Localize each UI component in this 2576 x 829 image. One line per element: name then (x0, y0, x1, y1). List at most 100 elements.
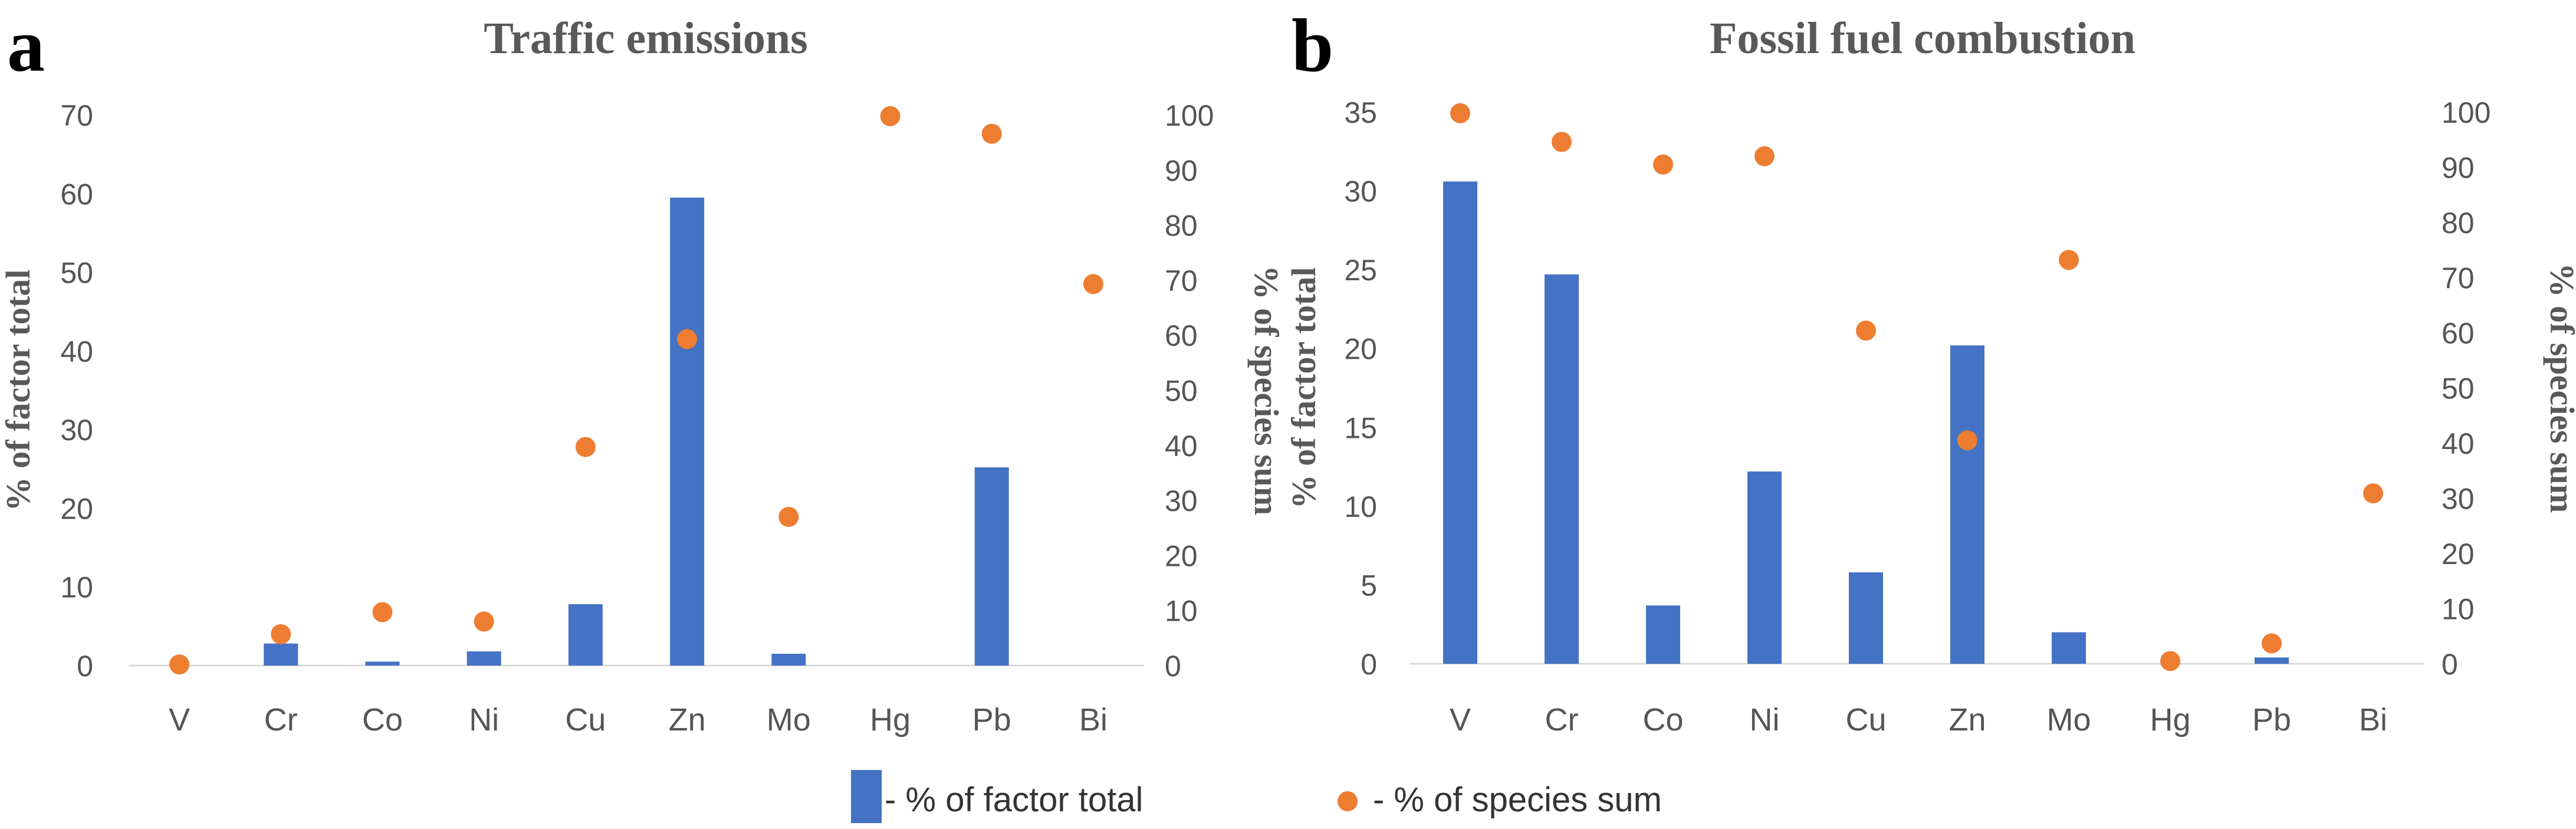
x-tick-label: Cr (264, 702, 298, 738)
y2-tick-label: 70 (1165, 264, 1198, 297)
point-Ni (474, 611, 494, 632)
panel-letter: b (1292, 4, 1333, 87)
y-tick-label: 35 (1344, 96, 1377, 129)
x-tick-label: Zn (1949, 702, 1986, 738)
y2-axis-label: % of species sum (2543, 263, 2576, 513)
y-tick-label: 10 (1344, 490, 1377, 523)
x-tick-label: Hg (870, 702, 911, 738)
x-tick-label: Hg (2150, 702, 2190, 738)
bar-Mo (2052, 632, 2086, 664)
bar-Cu (568, 604, 603, 666)
x-tick-label: Ni (469, 702, 499, 738)
y2-tick-label: 10 (1165, 595, 1198, 628)
y2-tick-label: 20 (1165, 539, 1198, 572)
x-tick-label: Mo (767, 702, 811, 738)
y-tick-label: 25 (1344, 254, 1377, 287)
point-Co (372, 602, 393, 622)
x-tick-label: Bi (2359, 702, 2387, 738)
bar-Pb (974, 467, 1009, 666)
chart-title: Traffic emissions (484, 14, 808, 63)
y-tick-label: 5 (1361, 569, 1377, 602)
bar-Zn (1950, 345, 1984, 664)
point-Cr (271, 624, 291, 644)
x-tick-label: Mo (2046, 702, 2091, 738)
y2-tick-label: 80 (2442, 207, 2475, 240)
x-tick-label: Cr (1545, 702, 1579, 738)
bar-Zn (670, 197, 705, 666)
x-tick-label: Bi (1079, 702, 1108, 738)
y2-tick-label: 0 (1165, 650, 1181, 683)
y-axis-label: % of factor total (1284, 267, 1323, 509)
y2-tick-label: 100 (2442, 96, 2490, 129)
x-tick-label: Cu (565, 702, 606, 738)
point-V (169, 654, 190, 675)
point-Mo (2059, 250, 2079, 270)
point-Cu (1856, 320, 1876, 341)
y-tick-label: 10 (60, 571, 93, 604)
bar-Mo (771, 654, 806, 666)
y2-tick-label: 10 (2442, 593, 2475, 626)
y2-tick-label: 70 (2442, 262, 2475, 295)
bar-Cr (1545, 274, 1579, 664)
point-V (1450, 103, 1470, 123)
y-tick-label: 30 (1344, 175, 1377, 208)
y2-axis-label: % of species sum (1247, 266, 1286, 516)
y2-tick-label: 50 (2442, 372, 2475, 405)
point-Hg (880, 106, 901, 126)
y2-tick-label: 30 (2442, 483, 2475, 516)
y-axis-label: % of factor total (0, 270, 37, 512)
bar-V (1443, 181, 1477, 664)
x-tick-label: Pb (2252, 702, 2291, 738)
bar-Ni (466, 651, 501, 666)
y2-tick-label: 80 (1165, 209, 1198, 243)
y2-tick-label: 30 (1165, 484, 1198, 517)
panel-a-traffic-emissions: a Traffic emissions 0 10 20 30 40 50 60 70 0 10 20 30… (0, 4, 1286, 738)
bar-Ni (1747, 471, 1782, 664)
legend-bar-label: - % of factor total (885, 781, 1143, 819)
bar-Co (1646, 605, 1680, 664)
bar-Cu (1849, 572, 1883, 664)
y-tick-label: 60 (60, 178, 93, 211)
panel-letter: a (7, 4, 45, 87)
y2-tick-label: 90 (1165, 154, 1198, 187)
point-Zn (677, 329, 698, 349)
y2-tick-label: 0 (2442, 648, 2458, 681)
y-tick-label: 15 (1344, 411, 1377, 444)
y-tick-label: 50 (60, 257, 93, 290)
point-Co (1653, 154, 1673, 175)
x-tick-label: Ni (1750, 702, 1780, 738)
point-Cu (575, 437, 596, 457)
bar-Co (365, 661, 400, 666)
point-Hg (2160, 651, 2180, 671)
x-tick-label: Pb (972, 702, 1011, 738)
bar-Cr (264, 643, 298, 666)
y2-tick-label: 40 (1165, 430, 1198, 463)
x-tick-label: V (169, 702, 190, 738)
legend-bar-swatch (851, 770, 882, 823)
y-tick-label: 70 (60, 99, 93, 132)
panel-b-fossil-fuel-combustion: b Fossil fuel combustion 0 5 10 15 20 25 30 35 0 10… (1284, 4, 2576, 738)
point-Pb (981, 123, 1002, 144)
x-tick-label: Co (1642, 702, 1683, 738)
y-tick-label: 30 (60, 414, 93, 447)
y2-tick-label: 20 (2442, 538, 2475, 571)
y2-tick-label: 50 (1165, 375, 1198, 408)
point-Bi (2363, 483, 2383, 504)
y-tick-label: 40 (60, 335, 93, 368)
x-tick-label: Co (362, 702, 403, 738)
y2-tick-label: 100 (1165, 99, 1214, 132)
legend: - % of factor total - % of species sum (851, 770, 1662, 823)
y-tick-label: 20 (1344, 333, 1377, 366)
point-Ni (1754, 146, 1775, 166)
point-Bi (1083, 274, 1103, 294)
y-tick-label: 20 (60, 492, 93, 525)
point-Mo (778, 507, 799, 527)
x-tick-label: V (1450, 702, 1471, 738)
y2-tick-label: 90 (2442, 152, 2475, 185)
point-Pb (2262, 633, 2282, 654)
point-Zn (1957, 430, 1977, 451)
point-Cr (1552, 132, 1572, 152)
y-tick-label: 0 (1361, 648, 1377, 681)
legend-dot-label: - % of species sum (1373, 781, 1662, 819)
